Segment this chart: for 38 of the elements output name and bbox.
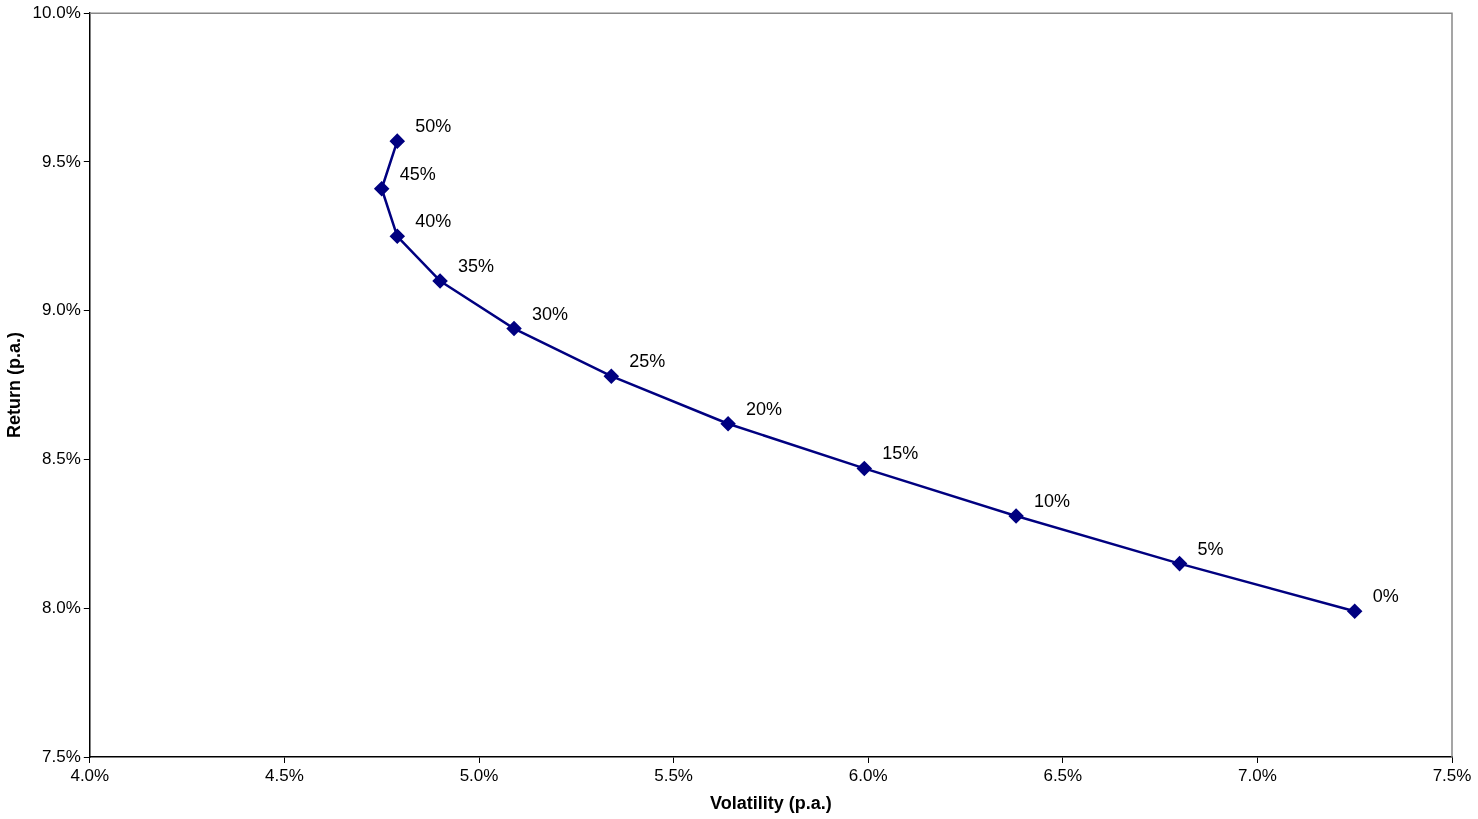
x-tick-label: 6.0%: [848, 765, 888, 785]
point: [374, 181, 389, 196]
annotation: 10%: [1034, 490, 1071, 511]
annotation: 25%: [629, 351, 666, 372]
x-tick-label: 4.0%: [70, 765, 110, 785]
annotation: 0%: [1372, 586, 1399, 607]
point: [506, 321, 522, 336]
annotation: 20%: [746, 398, 783, 419]
x-tick-label: 5.0%: [459, 765, 499, 785]
annotation: 45%: [399, 163, 436, 184]
y-tick-label: 7.5%: [42, 746, 81, 766]
point: [390, 229, 405, 244]
point: [1172, 556, 1187, 571]
x-tick-label: 7.0%: [1238, 765, 1277, 785]
x-tick-label: 5.5%: [654, 765, 693, 785]
y-tick-label: 8.0%: [42, 597, 81, 617]
point: [432, 273, 448, 289]
x-tick-label: 4.5%: [265, 765, 304, 785]
annotation: 35%: [458, 255, 495, 276]
x-tick-label: 6.5%: [1043, 765, 1083, 785]
point: [604, 368, 619, 384]
y-tick-label: 10.0%: [32, 2, 81, 22]
point: [720, 416, 736, 432]
annotation: 50%: [415, 116, 452, 137]
annotation: 15%: [882, 443, 919, 464]
x-tick-label: 7.5%: [1432, 765, 1472, 785]
point: [857, 461, 872, 476]
annotation: 5%: [1197, 538, 1224, 559]
y-tick-label: 8.5%: [42, 449, 81, 469]
point: [390, 133, 405, 149]
point: [1347, 603, 1362, 619]
y-tick-label: 9.5%: [42, 151, 81, 171]
annotation: 30%: [532, 303, 569, 324]
x-axis-title: Volatility (p.a.): [710, 793, 832, 814]
y-axis-title: Return (p.a.): [3, 332, 24, 439]
y-tick-label: 9.0%: [42, 300, 81, 320]
point: [1008, 508, 1024, 524]
annotation: 40%: [415, 211, 452, 232]
